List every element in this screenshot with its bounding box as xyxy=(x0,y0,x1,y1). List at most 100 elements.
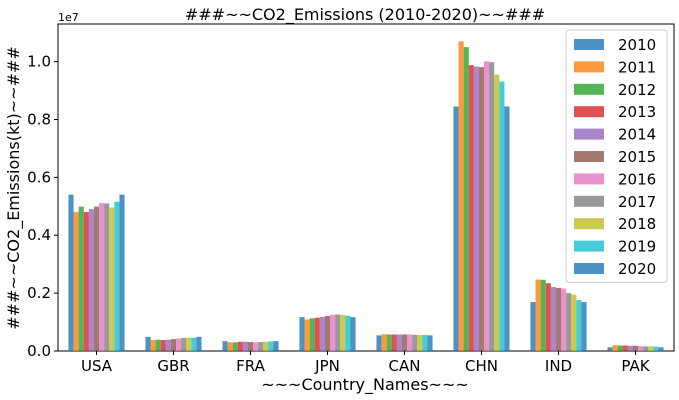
x-axis-title: ~~~Country_Names~~~ xyxy=(261,375,469,395)
bar-jpn-2014 xyxy=(319,316,325,351)
bar-ind-2015 xyxy=(555,287,562,351)
bar-fra-2015 xyxy=(247,342,254,351)
legend-swatch-2015 xyxy=(574,151,604,162)
y-axis-title: ###~~CO2_Emissions(kt)~~### xyxy=(4,46,24,330)
bar-chn-2017 xyxy=(489,62,495,351)
legend: 2010 2011 2012 2013 2014 2015 2016 2017 2018 2019… xyxy=(565,29,668,283)
bar-can-2014 xyxy=(396,334,402,351)
x-tick-label-jpn: JPN xyxy=(314,357,340,375)
legend-swatch-2013 xyxy=(574,106,604,118)
bar-can-2018 xyxy=(417,334,423,351)
legend-label-2020: 2020 xyxy=(618,260,656,278)
legend-label-2012: 2012 xyxy=(618,81,656,99)
bar-ind-2014 xyxy=(550,287,556,351)
bar-gbr-2012 xyxy=(155,339,161,351)
bar-chn-2019 xyxy=(499,81,505,351)
legend-label-2011: 2011 xyxy=(618,58,656,76)
bar-gbr-2015 xyxy=(170,339,177,351)
bar-can-2015 xyxy=(401,334,408,351)
bar-usa-2015 xyxy=(93,206,100,351)
y-tick-label: 1.0 xyxy=(27,53,51,71)
x-tick-label-chn: CHN xyxy=(465,357,498,375)
x-tick-label-pak: PAK xyxy=(621,357,650,375)
bar-ind-2016 xyxy=(561,288,567,351)
bar-can-2019 xyxy=(422,335,428,351)
bar-ind-2012 xyxy=(540,279,546,351)
bar-usa-2014 xyxy=(88,209,94,351)
bar-gbr-2014 xyxy=(165,339,171,351)
bar-gbr-2016 xyxy=(176,338,182,351)
bar-pak-2018 xyxy=(648,346,654,351)
legend-label-2019: 2019 xyxy=(618,238,656,256)
x-tick-label-gbr: GBR xyxy=(157,357,189,375)
bar-jpn-2019 xyxy=(345,315,351,351)
bar-gbr-2011 xyxy=(150,340,156,351)
bar-jpn-2020 xyxy=(350,317,356,351)
bar-fra-2012 xyxy=(232,342,238,351)
bar-pak-2011 xyxy=(612,345,618,351)
bar-usa-2013 xyxy=(83,212,89,351)
bar-chn-2014 xyxy=(473,66,479,351)
bar-chn-2011 xyxy=(458,41,464,352)
bar-pak-2010 xyxy=(607,347,613,351)
bar-pak-2017 xyxy=(643,346,649,351)
legend-label-2017: 2017 xyxy=(618,193,656,211)
bar-fra-2011 xyxy=(227,342,233,351)
bar-can-2020 xyxy=(427,335,433,351)
bar-chn-2016 xyxy=(484,61,490,352)
bar-usa-2010 xyxy=(68,194,74,351)
y-tick-label: 0.2 xyxy=(27,284,51,302)
bar-jpn-2013 xyxy=(314,317,320,351)
bar-gbr-2013 xyxy=(160,340,166,351)
bar-jpn-2018 xyxy=(340,314,346,351)
bar-gbr-2018 xyxy=(186,337,192,351)
bar-chn-2015 xyxy=(478,67,485,351)
bar-pak-2015 xyxy=(632,345,639,351)
plot-area: 0.0 0.2 0.4 0.6 0.8 1.0 USA GBR FRA JPN CAN CHN IND P… xyxy=(27,23,675,375)
legend-swatch-2020 xyxy=(574,263,604,274)
bar-usa-2018 xyxy=(109,207,115,351)
legend-label-2014: 2014 xyxy=(618,126,656,144)
bar-jpn-2015 xyxy=(324,315,331,351)
x-tick-label-ind: IND xyxy=(545,357,572,375)
legend-swatch-2016 xyxy=(574,173,604,185)
legend-label-2016: 2016 xyxy=(618,170,656,188)
y-multiplier-label: 1e7 xyxy=(58,11,79,24)
x-tick-label-can: CAN xyxy=(389,357,421,375)
bar-ind-2019 xyxy=(576,300,582,351)
bar-usa-2019 xyxy=(114,201,120,351)
bar-fra-2019 xyxy=(268,341,274,351)
y-tick-label: 0.8 xyxy=(27,110,51,128)
legend-label-2013: 2013 xyxy=(618,103,656,121)
legend-swatch-2017 xyxy=(574,195,604,207)
legend-swatch-2018 xyxy=(574,218,604,230)
bar-ind-2020 xyxy=(581,302,587,351)
bar-ind-2013 xyxy=(545,283,551,351)
bar-jpn-2016 xyxy=(330,314,336,351)
bar-fra-2017 xyxy=(258,342,264,351)
bar-pak-2020 xyxy=(658,347,664,351)
y-tick-label: 0.4 xyxy=(27,226,51,244)
bar-usa-2012 xyxy=(78,206,84,351)
bar-gbr-2019 xyxy=(191,337,197,351)
bar-fra-2013 xyxy=(237,341,243,351)
legend-label-2018: 2018 xyxy=(618,215,656,233)
x-tick-label-usa: USA xyxy=(81,357,113,375)
bar-usa-2017 xyxy=(104,203,110,351)
bar-usa-2020 xyxy=(119,194,125,351)
bar-can-2013 xyxy=(391,334,397,351)
legend-label-2010: 2010 xyxy=(618,36,656,54)
bar-ind-2017 xyxy=(566,293,572,351)
bar-jpn-2017 xyxy=(335,314,341,351)
bar-fra-2016 xyxy=(253,342,259,351)
bar-fra-2010 xyxy=(222,341,228,351)
bar-can-2010 xyxy=(376,335,382,351)
legend-swatch-2012 xyxy=(574,83,604,95)
bar-chn-2018 xyxy=(494,74,500,351)
bar-pak-2012 xyxy=(617,345,623,351)
bar-fra-2014 xyxy=(242,341,248,351)
bar-jpn-2012 xyxy=(309,318,315,351)
legend-swatch-2014 xyxy=(574,128,604,140)
bar-usa-2016 xyxy=(99,203,105,351)
